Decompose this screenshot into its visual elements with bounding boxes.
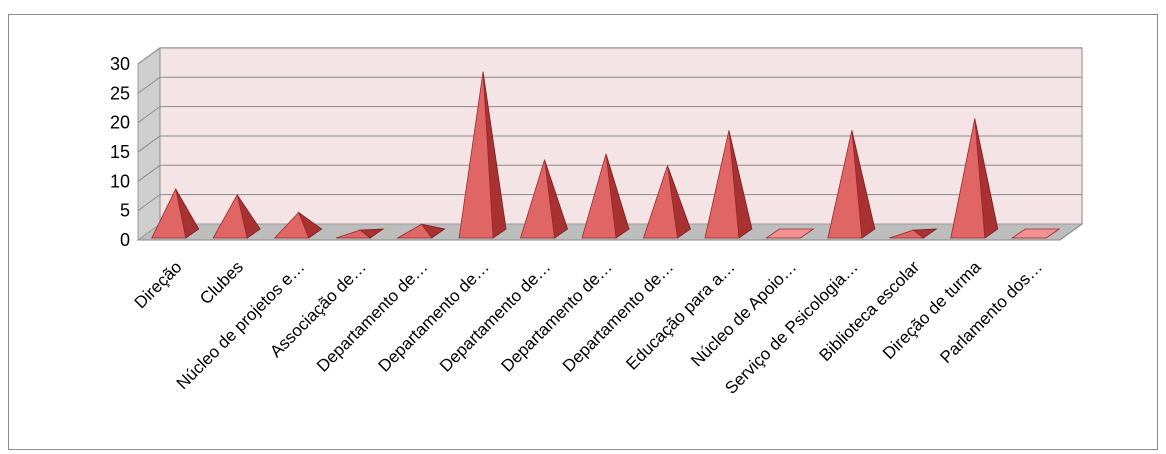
gridline-side xyxy=(137,106,161,124)
x-category-label: Núcleo de Apoio… xyxy=(687,257,800,370)
y-tick-label: 5 xyxy=(120,201,130,221)
pyramid-bar xyxy=(273,211,310,239)
y-tick-label: 30 xyxy=(110,54,130,74)
x-category-label: Direção xyxy=(131,257,186,312)
x-category-label: Departamento de… xyxy=(375,257,493,375)
x-category-label: Parlamento dos… xyxy=(936,257,1046,367)
pyramid-bar xyxy=(581,153,617,239)
x-axis-edge xyxy=(1059,223,1083,241)
gridline-side xyxy=(137,47,161,65)
y-tick-label: 10 xyxy=(110,171,130,191)
pyramid-bar xyxy=(765,228,815,239)
y-tick-label: 15 xyxy=(110,142,130,162)
y-tick-label: 20 xyxy=(110,113,130,133)
y-tick-label: 25 xyxy=(110,83,130,103)
pyramid-bar xyxy=(519,159,555,239)
gridline-side xyxy=(137,194,161,212)
x-category-label: Departamento de… xyxy=(497,257,615,375)
x-category-label: Departamento de… xyxy=(436,257,554,375)
pyramid-bar xyxy=(889,229,925,239)
x-category-label: Educação para a… xyxy=(622,257,738,373)
pyramid-bar xyxy=(827,130,863,239)
gridline-side xyxy=(137,76,161,94)
y-tick-label: 0 xyxy=(120,230,130,250)
x-category-label: Departamento de… xyxy=(313,257,431,375)
pyramid-bar xyxy=(950,118,986,239)
x-category-label: Departamento de… xyxy=(559,257,677,375)
pyramid-bar xyxy=(1010,228,1061,239)
gridline-side xyxy=(137,135,161,153)
x-category-label: Clubes xyxy=(196,257,247,308)
pyramid-bar xyxy=(458,71,494,239)
pyramid-bar xyxy=(704,130,740,239)
pyramid-bar xyxy=(212,193,248,239)
gridline-side xyxy=(137,164,161,182)
pyramid-bar xyxy=(396,223,433,239)
pyramid-bar xyxy=(336,229,372,239)
pyramid-bar xyxy=(642,165,678,239)
pyramid-bar xyxy=(151,187,187,239)
